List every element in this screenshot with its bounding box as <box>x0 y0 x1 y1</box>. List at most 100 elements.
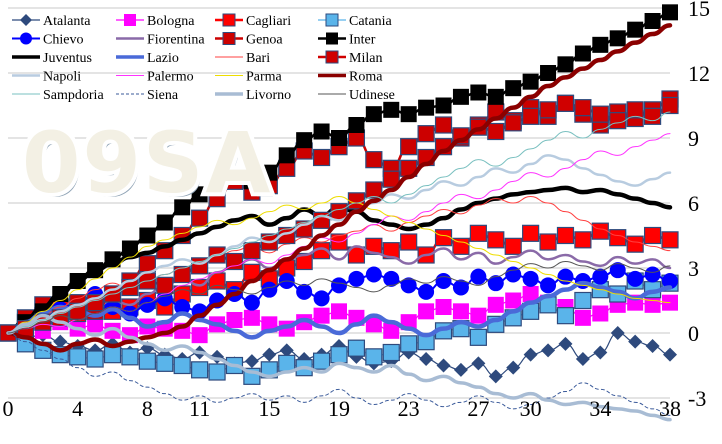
y-tick-label: -3 <box>688 386 706 411</box>
point-bologna-11 <box>191 327 208 344</box>
point-catania-21 <box>365 348 383 366</box>
legend-label-juventus: Juventus <box>43 51 92 66</box>
point-milan-22 <box>382 170 400 188</box>
point-inter-16 <box>278 147 295 164</box>
series-parma <box>7 196 671 334</box>
point-catania-18 <box>312 352 331 370</box>
point-atalanta-26 <box>453 362 468 377</box>
series-livorno <box>6 313 672 422</box>
point-inter-21 <box>365 106 382 123</box>
point-cagliari-36 <box>626 235 644 253</box>
point-chievo-9 <box>156 290 173 307</box>
series-napoli <box>6 154 672 335</box>
point-atalanta-30 <box>523 347 538 362</box>
x-tick-label: 34 <box>589 396 611 421</box>
point-bologna-28 <box>487 296 504 313</box>
legend-entry-udinese: Udinese <box>318 88 395 103</box>
legend-label-fiorentina: Fiorentina <box>147 33 205 48</box>
point-milan-36 <box>626 101 644 119</box>
point-inter-14 <box>243 173 260 190</box>
point-inter-36 <box>627 21 644 38</box>
point-inter-23 <box>400 106 417 123</box>
line-roma <box>5 23 673 353</box>
point-genoa-21 <box>365 151 383 169</box>
point-cagliari-32 <box>556 226 575 245</box>
point-bologna-29 <box>505 292 522 309</box>
point-chievo-38 <box>662 273 678 289</box>
point-cagliari-17 <box>295 252 313 271</box>
point-inter-19 <box>331 130 347 146</box>
point-inter-38 <box>662 4 678 21</box>
point-cagliari-27 <box>469 224 487 242</box>
point-cagliari-37 <box>643 226 662 245</box>
point-atalanta-14 <box>244 354 259 369</box>
point-atalanta-3 <box>53 334 68 349</box>
point-milan-37 <box>643 107 662 125</box>
point-milan-14 <box>243 242 261 260</box>
legend-entry-chievo: Chievo <box>12 32 83 48</box>
legend-entry-siena: Siena <box>116 88 179 103</box>
point-chievo-15 <box>261 281 278 298</box>
legend-entry-juventus: Juventus <box>12 51 92 66</box>
x-tick-label: 8 <box>142 396 153 421</box>
point-inter-11 <box>191 186 208 203</box>
point-milan-38 <box>661 96 679 115</box>
x-axis-ticks: 0 4 8 11 15 19 23 27 30 34 38 <box>3 396 682 421</box>
y-tick-label: 12 <box>688 61 710 86</box>
point-catania-7 <box>121 348 139 366</box>
legend-entry-parma: Parma <box>215 70 283 85</box>
point-milan-10 <box>173 265 191 284</box>
point-chievo-24 <box>418 283 435 300</box>
legend-swatch-marker <box>20 32 32 45</box>
point-cagliari-35 <box>609 229 627 247</box>
legend-swatch-marker <box>325 50 339 64</box>
legend-swatch-marker <box>124 14 136 26</box>
legend-label-bologna: Bologna <box>147 14 195 29</box>
legend-label-livorno: Livorno <box>246 88 291 103</box>
x-tick-label: 0 <box>3 396 14 421</box>
point-catania-32 <box>556 307 575 325</box>
point-milan-35 <box>609 112 627 130</box>
x-tick-label: 38 <box>659 396 681 421</box>
legend-swatch-marker <box>326 32 338 45</box>
point-inter-27 <box>470 84 487 101</box>
point-cagliari-21 <box>365 237 383 255</box>
point-inter-7 <box>121 240 138 257</box>
point-chievo-18 <box>313 290 330 307</box>
line-lazio <box>5 280 673 340</box>
point-milan-33 <box>574 99 592 117</box>
point-bologna-14 <box>243 309 260 326</box>
point-atalanta-32 <box>558 336 573 351</box>
point-cagliari-30 <box>522 224 540 242</box>
point-catania-4 <box>69 348 87 366</box>
point-chievo-28 <box>487 275 504 292</box>
point-inter-9 <box>156 214 173 231</box>
point-atalanta-33 <box>575 352 590 366</box>
y-tick-label: 3 <box>688 256 699 281</box>
legend: Atalanta Bologna Cagliari Catania Chievo Fior… <box>12 13 395 103</box>
point-atalanta-38 <box>663 347 677 362</box>
point-inter-18 <box>313 123 330 140</box>
point-bologna-30 <box>522 286 539 302</box>
point-atalanta-34 <box>593 345 608 360</box>
point-atalanta-15 <box>262 347 277 362</box>
point-inter-32 <box>557 56 574 73</box>
point-bologna-34 <box>592 305 609 322</box>
point-bologna-6 <box>104 322 121 339</box>
series-bari <box>7 196 671 334</box>
point-chievo-31 <box>540 277 557 294</box>
point-cagliari-38 <box>661 231 679 249</box>
point-chievo-21 <box>365 266 382 283</box>
point-cagliari-34 <box>591 222 609 240</box>
point-inter-33 <box>574 45 591 62</box>
legend-entry-catania: Catania <box>318 13 393 29</box>
point-genoa-25 <box>434 116 453 134</box>
line-bari <box>7 196 671 334</box>
point-atalanta-25 <box>436 358 451 373</box>
point-chievo-36 <box>627 270 644 287</box>
point-catania-11 <box>191 361 209 379</box>
point-cagliari-31 <box>539 233 557 251</box>
point-inter-29 <box>505 80 522 97</box>
